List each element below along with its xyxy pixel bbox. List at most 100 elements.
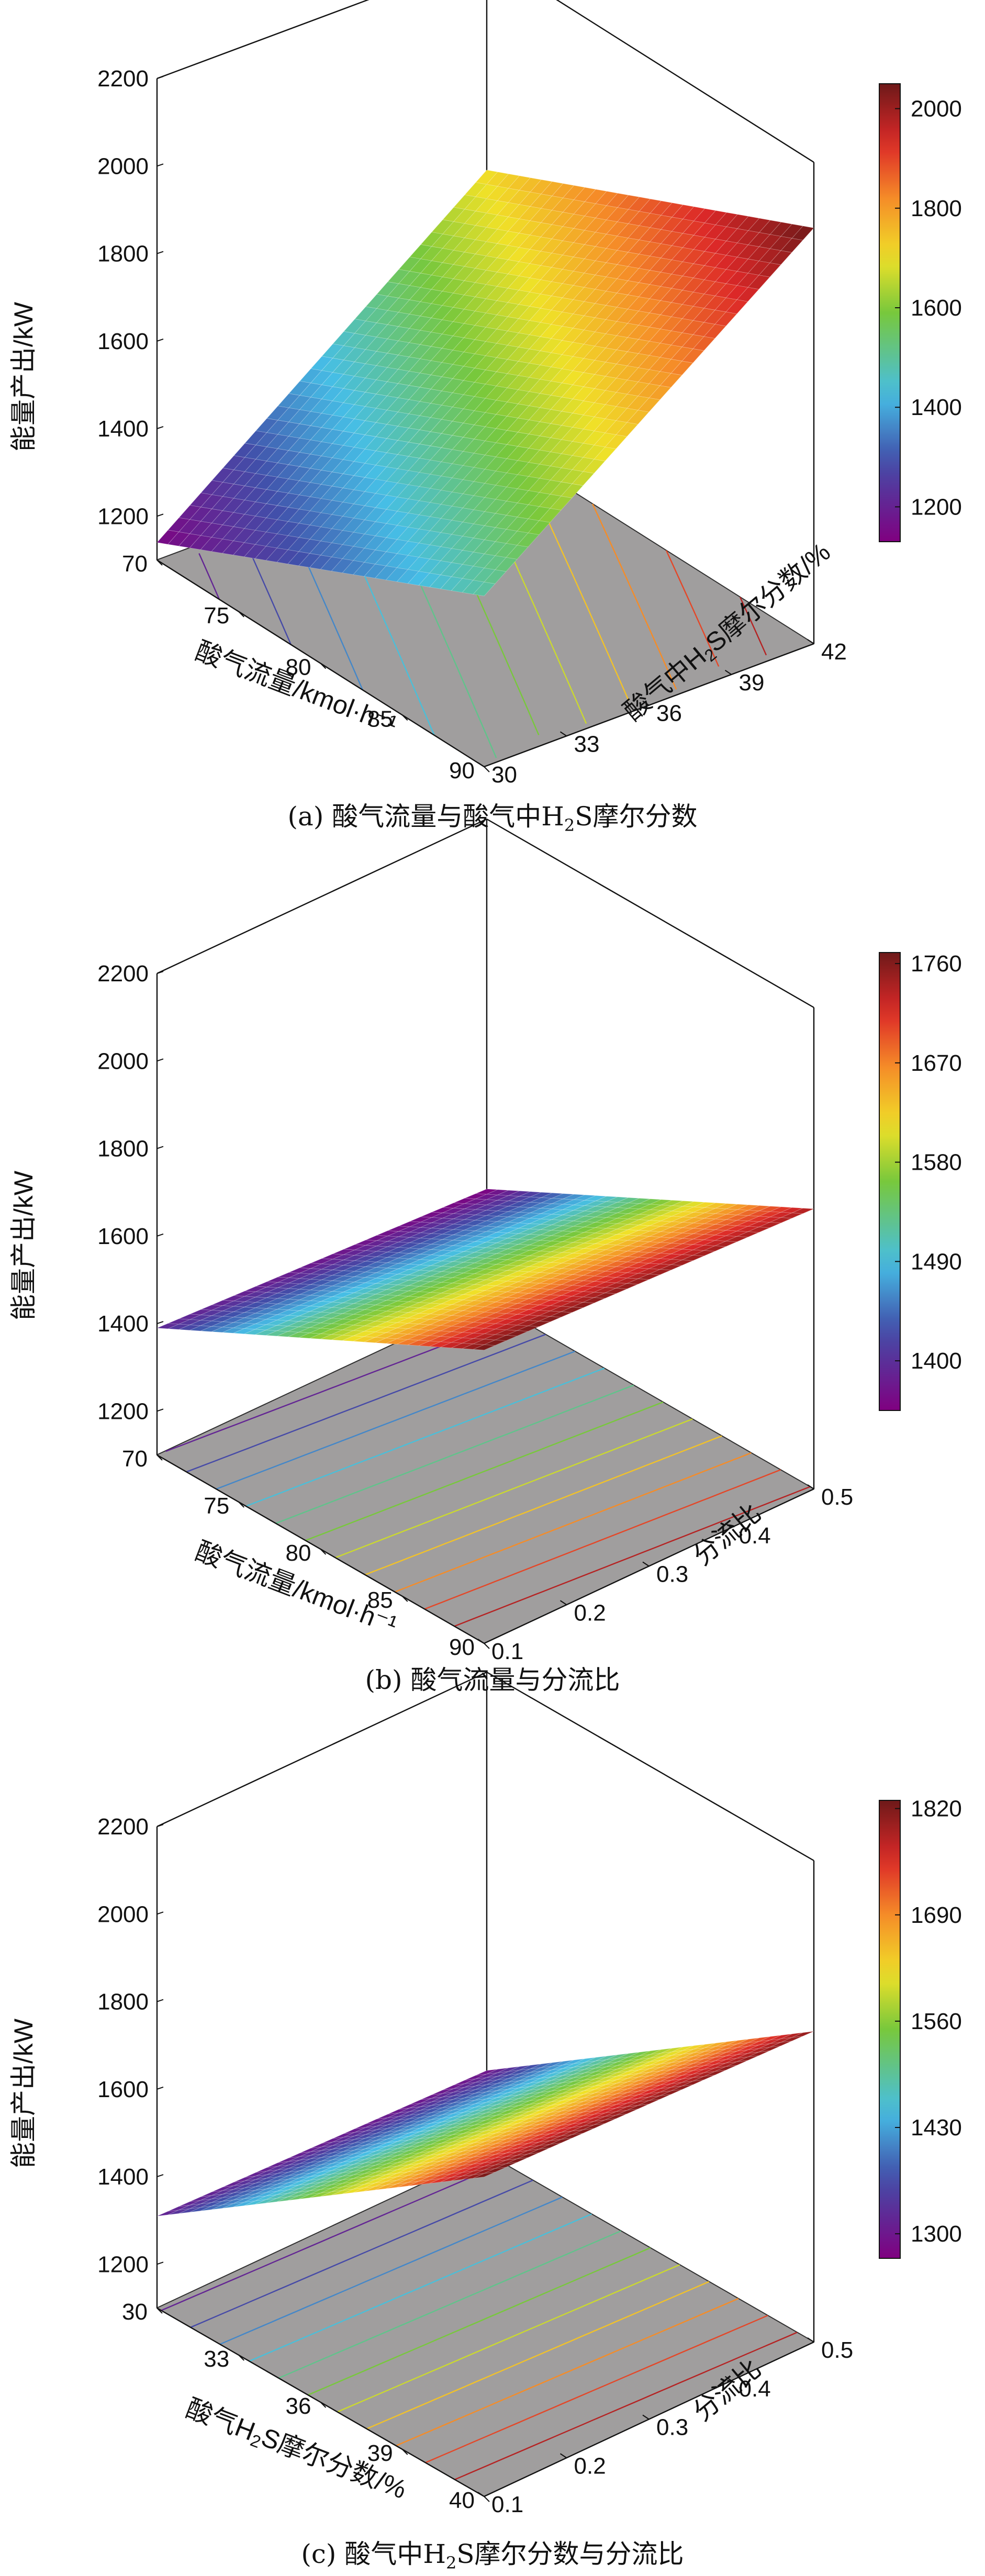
colorbar: 1300 1430 1560 1690 1820 (879, 1796, 962, 2259)
z-tick-label: 2000 (97, 1048, 149, 1074)
chart-c: 1200 1400 1600 1800 2000 2200 30 33 36 39 40 0.1 0.2… (9, 1671, 962, 2517)
z-axis-label: 能量产出/kW (9, 1170, 38, 1320)
y-tick-label: 0.5 (821, 2337, 853, 2363)
x-tick-label: 90 (449, 758, 475, 783)
colorbar: 1400 1490 1580 1670 1760 (879, 951, 962, 1411)
x-tick-label: 85 (367, 1587, 393, 1613)
colorbar-tick-label: 1200 (911, 494, 962, 520)
y-ticks: 30 33 36 39 42 (477, 639, 847, 788)
colorbar-tick-label: 1400 (911, 395, 962, 420)
caption-sub: 2 (564, 815, 575, 835)
y-tick-label: 0.1 (491, 1639, 523, 1664)
colorbar-tick-label: 1490 (911, 1249, 962, 1274)
x-tick-label: 70 (122, 1446, 148, 1472)
y-ticks: 0.1 0.2 0.3 0.4 0.5 (477, 2337, 853, 2517)
x-tick-label: 39 (367, 2440, 393, 2466)
z-tick-label: 2000 (97, 1901, 149, 1927)
x-tick-label: 80 (286, 655, 311, 680)
chart-b: 1200 1400 1600 1800 2000 2200 70 75 80 85 90 0.1 0.2… (9, 818, 962, 1664)
x-ticks: 30 33 36 39 40 (122, 2299, 490, 2513)
z-tick-label: 2200 (97, 961, 149, 987)
caption-prefix: (b) 酸气流量与分流比 (365, 1665, 620, 1695)
z-tick-label: 1600 (97, 2077, 149, 2102)
plot-area: 1200 1400 1600 1800 2000 2200 70 75 80 85 90 30 33 36… (9, 0, 847, 788)
colorbar-tick-label: 1580 (911, 1150, 962, 1175)
colorbar-tick-label: 1820 (911, 1796, 962, 1822)
x-tick-label: 80 (286, 1540, 311, 1566)
caption-suffix: S摩尔分数与分流比 (456, 2539, 684, 2569)
colorbar-tick-label: 1400 (911, 1348, 962, 1374)
chart-caption: (a) 酸气流量与酸气中H2S摩尔分数 (0, 796, 985, 835)
z-tick-label: 1400 (97, 1311, 149, 1337)
z-axis-label: 能量产出/kW (9, 2018, 38, 2168)
surface (156, 1189, 814, 1351)
z-ticks: 1200 1400 1600 1800 2000 2200 (97, 66, 164, 529)
chart-panel-c: 1200 1400 1600 1800 2000 2200 30 33 36 39 40 0.1 0.2… (0, 1671, 985, 2573)
plot-area: 1200 1400 1600 1800 2000 2200 30 33 36 39 40 0.1 0.2… (9, 1671, 853, 2517)
z-ticks: 1200 1400 1600 1800 2000 2200 (97, 961, 164, 1424)
x-tick-label: 30 (122, 2299, 148, 2325)
z-tick-label: 1600 (97, 1224, 149, 1249)
y-ticks: 0.1 0.2 0.3 0.4 0.5 (477, 1484, 853, 1664)
y-tick-label: 0.4 (739, 1523, 771, 1549)
x-tick-label: 90 (449, 1634, 475, 1660)
z-tick-label: 1200 (97, 2252, 149, 2277)
surface (156, 2031, 814, 2216)
x-tick-label: 70 (122, 551, 148, 577)
floor-plane (156, 1300, 815, 1644)
z-ticks: 1200 1400 1600 1800 2000 2200 (97, 1814, 164, 2277)
y-tick-label: 0.1 (491, 2492, 523, 2517)
x-tick-label: 36 (286, 2393, 311, 2419)
colorbar-tick-label: 1430 (911, 2115, 962, 2141)
z-tick-label: 1200 (97, 503, 149, 529)
colorbar-tick-label: 1670 (911, 1050, 962, 1076)
y-tick-label: 36 (656, 701, 682, 726)
floor-contours (161, 2163, 798, 2480)
chart-panel-b: 1200 1400 1600 1800 2000 2200 70 75 80 85 90 0.1 0.2… (0, 818, 985, 1717)
z-tick-label: 1800 (97, 241, 149, 267)
caption-prefix: (c) 酸气中H (301, 2539, 446, 2569)
x-ticks: 70 75 80 85 90 (122, 1446, 490, 1660)
y-tick-label: 0.3 (656, 2415, 688, 2440)
z-tick-label: 2000 (97, 153, 149, 179)
colorbar-tick-label: 1800 (911, 196, 962, 221)
z-tick-label: 1600 (97, 329, 149, 354)
y-tick-label: 39 (739, 670, 765, 696)
y-tick-label: 42 (821, 639, 847, 665)
plot-area: 1200 1400 1600 1800 2000 2200 70 75 80 85 90 0.1 0.2… (9, 818, 853, 1664)
caption-sub: 2 (445, 2553, 457, 2573)
z-tick-label: 2200 (97, 1814, 149, 1840)
z-tick-label: 1800 (97, 1136, 149, 1162)
y-tick-label: 0.4 (739, 2376, 771, 2402)
x-ticks: 70 75 80 85 90 (122, 551, 490, 783)
z-tick-label: 1800 (97, 1989, 149, 2015)
colorbar-tick-label: 1600 (911, 295, 962, 321)
x-tick-label: 75 (204, 1493, 229, 1519)
z-tick-label: 1400 (97, 2164, 149, 2190)
colorbar: 1200 1400 1600 1800 2000 (879, 83, 962, 542)
colorbar-tick-label: 1690 (911, 1902, 962, 1928)
caption-prefix: (a) 酸气流量与酸气中H (287, 801, 564, 832)
y-tick-label: 30 (491, 762, 517, 788)
colorbar-tick-label: 1560 (911, 2009, 962, 2034)
x-tick-label: 75 (204, 603, 229, 629)
chart-caption: (b) 酸气流量与分流比 (0, 1659, 985, 1699)
z-tick-label: 2200 (97, 66, 149, 92)
colorbar-tick-label: 1300 (911, 2221, 962, 2247)
caption-suffix: S摩尔分数 (575, 801, 698, 832)
y-tick-label: 0.3 (656, 1562, 688, 1587)
surface (156, 170, 814, 597)
colorbar-tick-label: 1760 (911, 951, 962, 977)
chart-panel-a: 1200 1400 1600 1800 2000 2200 70 75 80 85 90 30 33 36… (0, 0, 985, 848)
z-axis-label: 能量产出/kW (9, 301, 38, 452)
x-tick-label: 33 (204, 2346, 229, 2372)
y-tick-label: 0.2 (574, 2453, 606, 2479)
y-tick-label: 0.5 (821, 1484, 853, 1510)
y-tick-label: 0.2 (574, 1600, 606, 1626)
z-tick-label: 1200 (97, 1398, 149, 1424)
y-tick-label: 33 (574, 731, 600, 757)
x-tick-label: 40 (449, 2488, 475, 2513)
chart-caption: (c) 酸气中H2S摩尔分数与分流比 (0, 2533, 985, 2573)
colorbar-tick-label: 2000 (911, 96, 962, 122)
z-tick-label: 1400 (97, 416, 149, 442)
